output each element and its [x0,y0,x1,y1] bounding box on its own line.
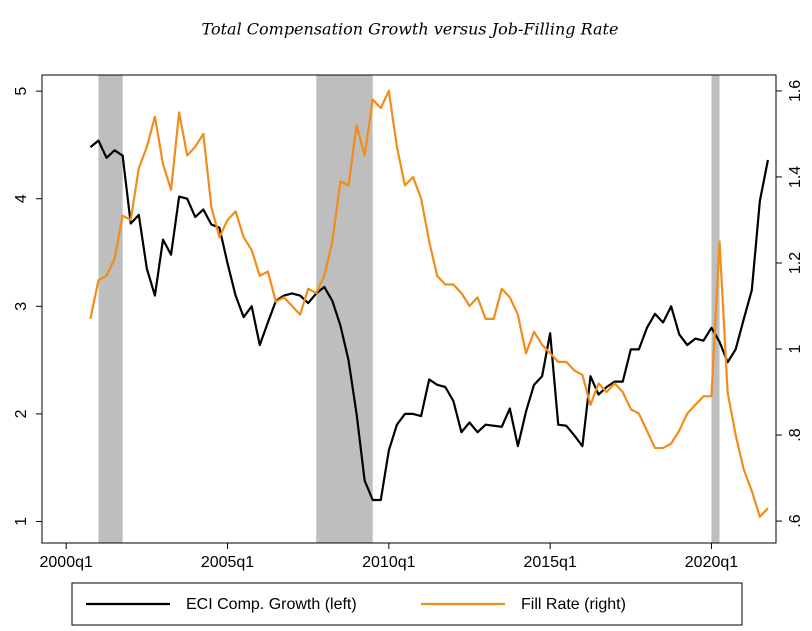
series-line [89,139,770,502]
y-tick-label: 2 [13,409,30,418]
x-tick-label: 2020q1 [685,554,738,571]
x-tick-label: 2015q1 [523,554,576,571]
legend-box [71,582,743,626]
x-tick-label: 2010q1 [362,554,415,571]
y2-tick-label: 1 [787,344,804,353]
legend-label: ECI Comp. Growth (left) [186,596,357,613]
plot-frame [41,74,777,544]
chart-title: Total Compensation Growth versus Job-Fil… [202,20,619,39]
y-tick-label: 5 [13,87,30,96]
y2-tick-label: 1.2 [787,252,804,274]
y-tick-label: 1 [13,517,30,526]
y-tick-label: 4 [13,194,30,203]
y2-tick-label: 1.4 [787,166,804,188]
y-tick-label: 3 [13,302,30,311]
y2-tick-label: .6 [787,514,804,527]
legend-label: Fill Rate (right) [521,596,626,613]
x-tick-label: 2000q1 [40,554,93,571]
y2-tick-label: 1.6 [787,80,804,102]
recession-band [98,75,123,543]
x-tick-label: 2005q1 [201,554,254,571]
series-line [89,89,769,518]
y2-tick-label: .8 [787,428,804,441]
legend: ECI Comp. Growth (left) Fill Rate (right) [71,582,743,626]
